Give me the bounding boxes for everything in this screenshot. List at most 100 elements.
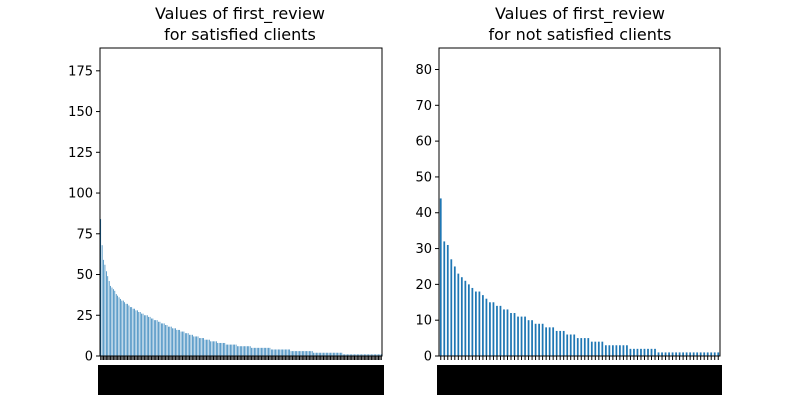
bar	[217, 342, 219, 356]
bar	[562, 330, 565, 356]
bar	[345, 354, 347, 356]
bar	[138, 312, 140, 356]
bar	[104, 264, 106, 356]
x-axis-ticks	[98, 356, 384, 395]
bar	[640, 348, 642, 356]
bar	[450, 259, 453, 356]
bar	[273, 349, 275, 356]
bar	[210, 341, 212, 356]
y-tick-label: 40	[415, 206, 432, 221]
bar	[221, 342, 223, 356]
bar	[172, 328, 173, 356]
bar	[285, 349, 286, 356]
bar	[231, 344, 233, 356]
bar	[254, 347, 255, 356]
bar	[622, 345, 625, 356]
bar	[379, 354, 381, 356]
bar	[313, 352, 314, 356]
bar	[318, 352, 320, 356]
bar	[552, 327, 555, 356]
bar	[478, 291, 481, 356]
bar	[317, 352, 319, 356]
bar	[375, 354, 376, 356]
bar	[492, 302, 495, 356]
bar	[190, 334, 192, 356]
bar	[643, 348, 646, 356]
bar	[647, 348, 649, 356]
bar	[165, 325, 166, 356]
bar	[182, 331, 183, 356]
bar	[156, 320, 158, 356]
bar	[583, 338, 586, 356]
bar	[122, 300, 124, 356]
bar	[696, 352, 699, 356]
bar	[347, 354, 348, 356]
bar	[186, 333, 188, 356]
bar	[555, 330, 558, 356]
bar	[314, 352, 316, 356]
bar	[460, 277, 463, 356]
bar	[303, 351, 305, 356]
bar	[280, 349, 282, 356]
bar	[362, 354, 364, 356]
bar	[307, 351, 309, 356]
bar	[356, 354, 358, 356]
bar	[597, 341, 600, 356]
bar	[355, 354, 357, 356]
bar	[636, 348, 639, 356]
bar	[443, 241, 446, 356]
y-tick-label: 75	[76, 227, 93, 242]
bar	[211, 341, 213, 356]
y-tick-label: 10	[415, 314, 432, 329]
bar	[275, 349, 276, 356]
bar	[134, 308, 135, 356]
bar	[192, 334, 193, 356]
bar	[601, 341, 604, 356]
bar	[204, 339, 206, 356]
bar	[503, 309, 505, 356]
bar	[604, 345, 607, 356]
bar	[559, 330, 562, 356]
bar	[464, 280, 467, 356]
bar	[155, 320, 157, 356]
bar	[378, 354, 379, 356]
bar	[214, 341, 216, 356]
bar	[619, 345, 621, 356]
bar	[629, 348, 632, 356]
bar	[351, 354, 353, 356]
bar	[194, 336, 196, 356]
bar	[115, 294, 117, 356]
bar	[650, 348, 653, 356]
bar	[242, 346, 244, 356]
bar	[541, 323, 544, 356]
bar	[263, 347, 265, 356]
bar	[359, 354, 361, 356]
bar	[293, 351, 295, 356]
bar	[331, 352, 333, 356]
bar	[678, 352, 681, 356]
bar	[158, 321, 159, 356]
bar	[227, 344, 228, 356]
bar	[365, 354, 367, 356]
bar	[177, 329, 179, 356]
bar	[573, 334, 576, 356]
bar	[124, 302, 126, 356]
bar	[373, 354, 375, 356]
bar	[713, 352, 716, 356]
y-tick-label: 0	[424, 350, 432, 365]
bar	[340, 352, 341, 356]
bar	[354, 354, 355, 356]
bar	[324, 352, 326, 356]
bar	[703, 352, 706, 356]
bar	[297, 351, 299, 356]
bar	[338, 352, 340, 356]
bar	[128, 305, 130, 356]
bar	[668, 352, 670, 356]
bar	[179, 329, 181, 356]
bar	[323, 352, 324, 356]
y-tick-label: 150	[68, 105, 93, 120]
bar	[170, 326, 172, 356]
bar	[524, 316, 526, 356]
bar	[499, 305, 502, 356]
